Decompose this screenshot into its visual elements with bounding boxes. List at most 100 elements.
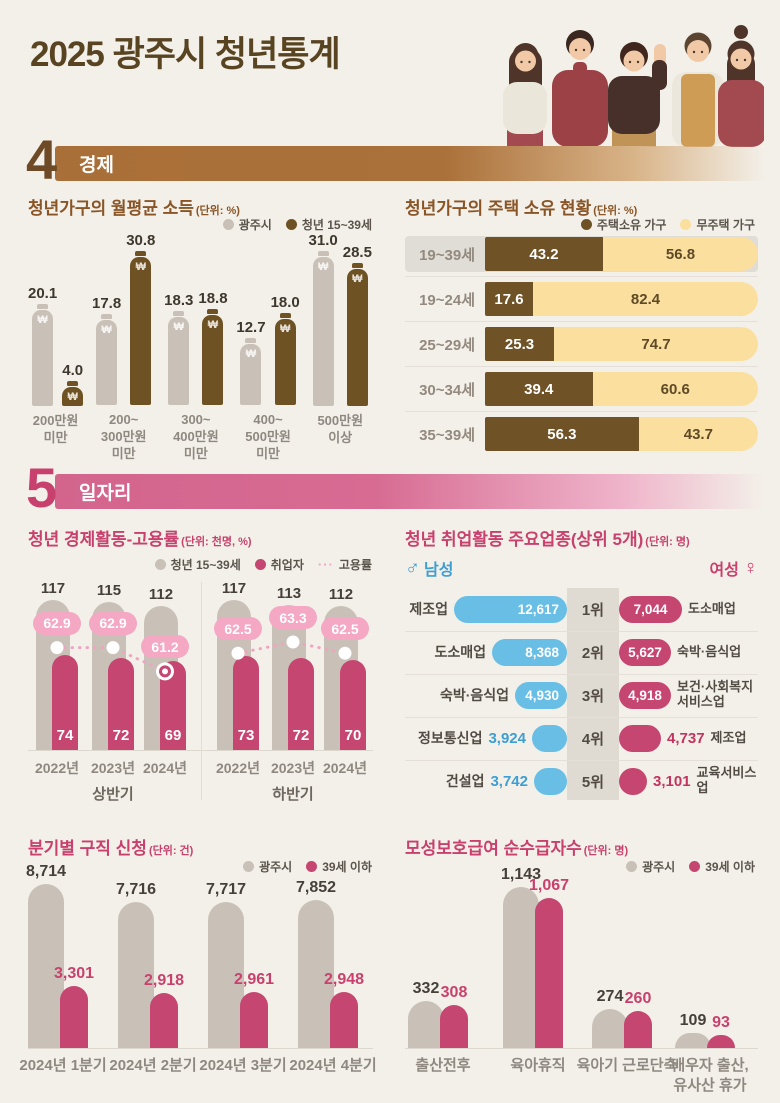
- pink-bar: [624, 1011, 652, 1048]
- year-label: 2024년: [142, 760, 188, 776]
- housing-ownership-chart: 19~39세 43.2 56.8 19~24세 17.6 82.4 25~29세 25.3 74…: [405, 236, 758, 458]
- owner-segment: 39.4: [485, 372, 593, 406]
- quarterly-unit: (단위: 건): [148, 845, 194, 857]
- baseline: [28, 1048, 373, 1049]
- female-label: 여성: [709, 562, 739, 579]
- female-industry-label: 숙박·음식업: [677, 643, 742, 659]
- gray-value: 8,714: [25, 863, 67, 880]
- row-divider: [405, 321, 758, 322]
- rank-label: 4위: [581, 730, 605, 748]
- female-industry-label: 도소매업: [688, 600, 736, 616]
- bar-value: 12.7: [236, 319, 266, 337]
- year-label: 2023년: [90, 760, 136, 776]
- rate-badge: 61.2: [141, 635, 189, 659]
- row-divider: [405, 366, 758, 367]
- group-divider: [201, 582, 202, 800]
- yellow-dot-icon: [680, 219, 692, 230]
- income-bar-group: 12.7 ₩18.0 ₩400~ 500만원 미만: [236, 228, 299, 463]
- rate-badge: 63.3: [269, 606, 317, 629]
- gray-dot-icon: [243, 861, 255, 872]
- rate-badge: 62.5: [321, 617, 369, 641]
- industry-unit: (단위: 명): [645, 536, 690, 548]
- bag-body: ₩: [96, 320, 118, 406]
- won-icon: ₩: [135, 261, 146, 274]
- gray-bar: [592, 1009, 628, 1048]
- quarterly-legend: 광주시 39세 이하: [243, 858, 372, 875]
- population-value: 112: [148, 586, 174, 603]
- employment-unit: (단위: 천명, %): [181, 536, 252, 548]
- owner-segment: 56.3: [485, 417, 639, 451]
- person5-bun: [734, 25, 748, 39]
- population-value: 112: [328, 586, 354, 603]
- gray-bar: [28, 884, 64, 1048]
- legend-item: 주택소유 가구: [580, 216, 666, 233]
- money-bag-bar: 30.8 ₩: [126, 232, 155, 406]
- row-divider: [405, 631, 758, 632]
- gray-bar: [503, 887, 539, 1048]
- housing-title-text: 청년가구의 주택 소유 현황: [405, 199, 592, 218]
- baseline: [405, 1048, 758, 1049]
- age-group-label: 19~24세: [419, 291, 475, 309]
- bag-body: ₩: [32, 310, 54, 406]
- male-bar: 12,617: [454, 595, 567, 623]
- male-bar: 4,930: [515, 681, 567, 709]
- gray-value: 1,143: [500, 866, 542, 883]
- category-label: 300~ 400만원 미만: [173, 412, 219, 462]
- non-owner-segment: 56.8: [602, 237, 758, 271]
- legend-item: 취업자: [254, 556, 304, 573]
- housing-legend: 주택소유 가구 무주택 가구: [580, 216, 755, 233]
- female-bar: 5,627: [619, 638, 671, 666]
- male-value: 8,368: [525, 644, 559, 660]
- male-industry-label: 건설업: [445, 773, 485, 789]
- bag-body: ₩: [346, 269, 368, 406]
- pink-value: 2,918: [143, 972, 185, 989]
- money-bag-bar: 18.0 ₩: [271, 294, 300, 406]
- brown-dot-icon: [580, 219, 592, 230]
- employed-value: 73: [237, 727, 255, 744]
- male-side: 건설업 3,742: [405, 767, 567, 795]
- income-legend: 광주시 청년 15~39세: [222, 216, 372, 233]
- person5-face: [730, 48, 752, 70]
- employed-value: 74: [56, 727, 74, 744]
- non-owner-segment: 82.4: [533, 282, 758, 316]
- gray-value: 274: [596, 988, 624, 1005]
- row-divider: [405, 717, 758, 718]
- male-label: 남성: [424, 562, 454, 579]
- female-header: 여성 ♀: [710, 556, 758, 580]
- housing-row: 25~29세 25.3 74.7: [405, 326, 758, 362]
- income-bar-group: 18.3 ₩18.8 ₩300~ 400만원 미만: [164, 228, 227, 463]
- owner-segment: 17.6: [485, 282, 534, 316]
- legend-label: 39세 이하: [705, 860, 755, 874]
- bar-value: 18.3: [164, 292, 194, 310]
- stacked-bar: 25.3 74.7: [485, 327, 758, 361]
- pink-value: 308: [440, 984, 468, 1001]
- money-bag-bar: 20.1 ₩: [28, 285, 57, 406]
- income-chart: 20.1 ₩4.0 ₩200만원 미만 17.8 ₩30.8 ₩200~ 300만원 미만…: [28, 228, 372, 463]
- employed-value: 70: [344, 727, 362, 744]
- pink-bar: [440, 1005, 468, 1048]
- legend-item: 무주택 가구: [680, 216, 755, 233]
- industry-title-text: 청년 취업활동 주요업종(상위 5개): [405, 530, 644, 549]
- female-side: 3,101 교육서비스업: [619, 766, 758, 795]
- person4-vest: [681, 74, 715, 147]
- male-value-outside: 3,924: [488, 729, 526, 747]
- male-value: 4,930: [525, 687, 559, 703]
- half-year-label: 하반기: [272, 786, 314, 803]
- bar-pair: 31.0 ₩28.5 ₩: [309, 228, 372, 406]
- income-unit: (단위: %): [195, 205, 240, 217]
- income-bar-group: 31.0 ₩28.5 ₩500만원 이상: [309, 228, 372, 463]
- gray-dot-icon: [154, 559, 166, 570]
- population-value: 115: [96, 582, 122, 599]
- person1-body: [503, 82, 547, 134]
- won-icon: ₩: [37, 314, 48, 326]
- employment-rate-chart: 117 74 62.9 2022년 115 72 62.9 2023년 112 69 61.2 202…: [28, 572, 373, 807]
- gray-value: 7,716: [115, 881, 157, 898]
- row-divider: [405, 760, 758, 761]
- employed-bar: 72: [108, 658, 134, 750]
- industry-row: 제조업 12,617 1위 7,044 도소매업: [405, 594, 758, 624]
- job-application-chart: 8,714 3,301 2024년 1분기 7,716 2,918 2024년 2분기 7,…: [19, 862, 376, 1097]
- legend-label: 고용률: [338, 558, 372, 572]
- male-industry-label: 숙박·음식업: [439, 687, 509, 703]
- category-label: 200만원 미만: [32, 413, 79, 445]
